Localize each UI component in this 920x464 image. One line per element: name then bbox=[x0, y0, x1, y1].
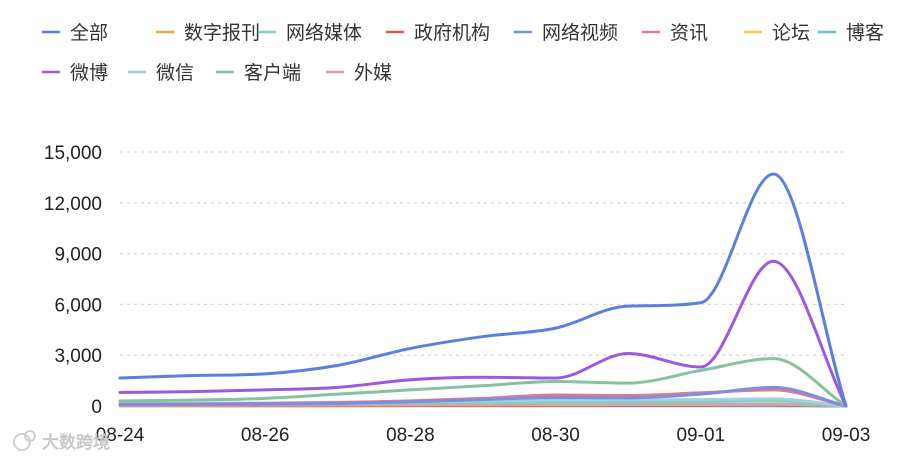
y-axis: 0 3,000 6,000 9,000 12,000 15,000 bbox=[44, 143, 102, 418]
legend-item[interactable]: 外媒 bbox=[326, 62, 392, 84]
watermark-text: 大数跨境 bbox=[42, 432, 110, 452]
legend-item[interactable]: 博客 bbox=[818, 22, 884, 44]
legend-label: 资讯 bbox=[670, 22, 708, 44]
x-tick-label: 09-03 bbox=[822, 425, 871, 446]
series-line-微博 bbox=[118, 259, 848, 408]
legend-item[interactable]: 网络媒体 bbox=[258, 22, 362, 44]
x-tick-label: 08-24 bbox=[96, 425, 145, 446]
x-tick-label: 09-01 bbox=[676, 425, 725, 446]
legend-item[interactable]: 网络视频 bbox=[514, 22, 618, 44]
legend-label: 全部 bbox=[70, 22, 108, 44]
legend-label: 网络媒体 bbox=[286, 22, 362, 44]
legend-item[interactable]: 政府机构 bbox=[386, 22, 490, 44]
legend-label: 数字报刊 bbox=[184, 22, 260, 44]
y-tick-label: 15,000 bbox=[44, 143, 102, 164]
legend-item[interactable]: 微信 bbox=[128, 62, 194, 84]
legend-label: 网络视频 bbox=[542, 22, 618, 44]
legend-item[interactable]: 论坛 bbox=[744, 22, 810, 44]
grid-lines bbox=[120, 151, 846, 407]
x-axis: 08-24 08-26 08-28 08-30 09-01 09-03 bbox=[96, 425, 871, 446]
series-line-网络视频 bbox=[118, 385, 848, 408]
y-tick-label: 12,000 bbox=[44, 194, 102, 215]
y-tick-label: 9,000 bbox=[54, 245, 102, 266]
legend-item[interactable]: 微博 bbox=[42, 62, 108, 84]
legend-label: 微博 bbox=[70, 62, 108, 84]
legend-label: 微信 bbox=[156, 62, 194, 84]
x-tick-label: 08-30 bbox=[531, 425, 580, 446]
legend-label: 博客 bbox=[846, 22, 884, 44]
series-line-客户端 bbox=[118, 357, 848, 408]
legend-item[interactable]: 全部 bbox=[42, 22, 108, 44]
legend-item[interactable]: 资讯 bbox=[642, 22, 708, 44]
legend-item[interactable]: 数字报刊 bbox=[156, 22, 260, 44]
legend-item[interactable]: 客户端 bbox=[216, 62, 301, 84]
legend-label: 论坛 bbox=[772, 22, 810, 44]
watermark-logo-icon bbox=[13, 430, 36, 451]
y-tick-label: 3,000 bbox=[54, 346, 102, 367]
legend-label: 外媒 bbox=[354, 62, 392, 84]
y-tick-label: 0 bbox=[91, 397, 102, 418]
x-tick-label: 08-26 bbox=[241, 425, 290, 446]
watermark: 大数跨境 bbox=[13, 430, 110, 452]
legend-label: 政府机构 bbox=[414, 22, 490, 44]
y-tick-label: 6,000 bbox=[54, 295, 102, 316]
x-tick-label: 08-28 bbox=[386, 425, 435, 446]
legend-label: 客户端 bbox=[244, 62, 301, 84]
series-line-全部 bbox=[118, 172, 848, 408]
series-lines bbox=[118, 172, 848, 408]
